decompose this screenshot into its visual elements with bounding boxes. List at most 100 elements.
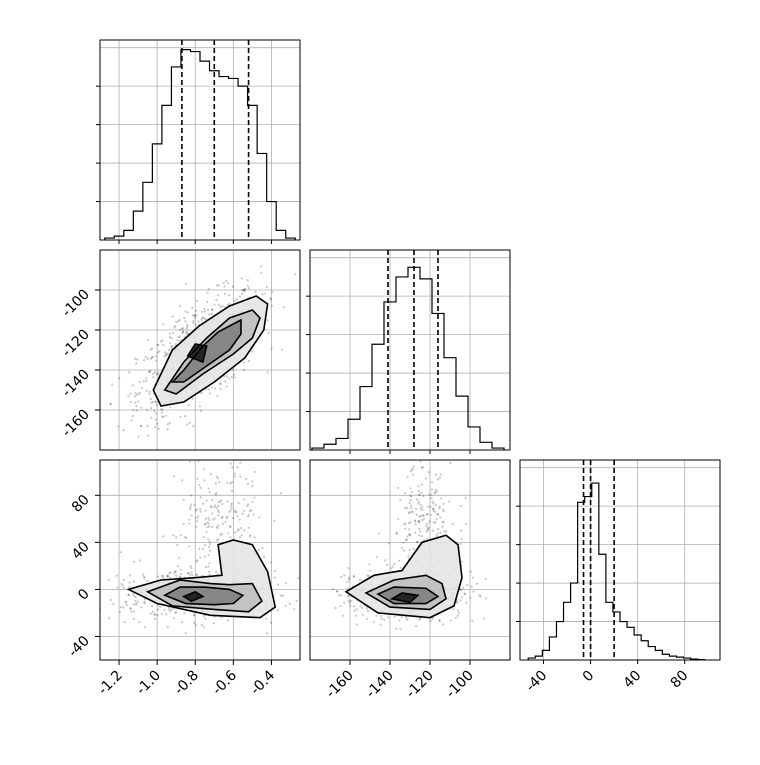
scatter-p3-vs-p2-point-752 (418, 618, 421, 621)
scatter-p3-vs-p2-point-264 (435, 488, 438, 492)
scatter-p3-vs-p2-point-648 (459, 529, 463, 532)
scatter-p3-vs-p2-point-879 (387, 542, 391, 545)
scatter-p2-vs-p1-point-122 (128, 371, 131, 374)
scatter-p2-vs-p1-point-480 (228, 377, 231, 380)
scatter-p3-vs-p2-point-874 (416, 540, 419, 543)
scatter-p3-vs-p2-point-570 (418, 521, 421, 524)
scatter-p3-vs-p2-point-422 (403, 453, 405, 455)
scatter-p2-vs-p1-point-659 (192, 425, 195, 428)
scatter-p3-vs-p1-point-58 (214, 504, 217, 507)
scatter-p2-vs-p1-point-240 (154, 400, 157, 403)
scatter-p3-vs-p2-point-372 (431, 500, 434, 503)
scatter-p3-vs-p2-point-826 (417, 520, 420, 523)
scatter-p3-vs-p1-point-583 (204, 509, 207, 512)
scatter-p3-vs-p2-point-326 (432, 509, 435, 513)
scatter-p3-vs-p1-ytick-label-2: 0 (75, 586, 93, 604)
scatter-p3-vs-p2-points (332, 453, 487, 631)
scatter-p3-vs-p2-point-476 (419, 507, 422, 510)
scatter-p2-vs-p1-point-204 (143, 359, 146, 362)
scatter-p3-vs-p2-point-334 (410, 504, 413, 507)
scatter-p2-vs-p1-point-448 (204, 317, 207, 321)
scatter-p3-vs-p1-point-437 (246, 482, 250, 485)
scatter-p2-vs-p1-point-857 (163, 351, 167, 354)
scatter-p3-vs-p1-point-346 (217, 514, 220, 517)
scatter-p3-vs-p1-point-117 (181, 444, 183, 446)
scatter-p3-vs-p1-point-593 (192, 614, 196, 617)
scatter-p3-vs-p2-point-110 (460, 589, 463, 592)
scatter-p3-vs-p1-point-14 (227, 619, 230, 622)
scatter-p3-vs-p1-point-791 (269, 561, 273, 564)
scatter-p3-vs-p1-point-554 (297, 577, 300, 580)
scatter-p3-vs-p1-point-567 (133, 560, 136, 563)
scatter-p3-vs-p1-point-770 (208, 491, 211, 494)
scatter-p2-vs-p1-point-77 (194, 323, 197, 327)
scatter-p3-vs-p2-point-445 (405, 535, 409, 538)
scatter-p3-vs-p2-point-249 (408, 533, 411, 536)
scatter-p3-vs-p2-point-458 (441, 520, 444, 523)
scatter-p3-vs-p1-point-501 (188, 545, 191, 548)
scatter-p2-vs-p1-point-603 (146, 357, 149, 360)
scatter-p2-vs-p1-point-67 (165, 354, 168, 357)
scatter-p3-vs-p1-point-200 (217, 510, 220, 514)
scatter-p3-vs-p1-point-449 (195, 520, 199, 523)
scatter-p3-vs-p1-point-587 (228, 452, 230, 454)
scatter-p3-vs-p2-point-743 (419, 460, 422, 463)
scatter-p3-vs-p1-point-315 (151, 610, 154, 613)
scatter-p3-vs-p1-point-382 (203, 555, 207, 558)
scatter-p3-vs-p1-point-682 (190, 566, 193, 570)
scatter-p3-vs-p1-point-887 (252, 513, 255, 516)
scatter-p2-vs-p1-point-802 (191, 314, 194, 317)
scatter-p2-vs-p1-point-218 (261, 293, 264, 296)
scatter-p2-vs-p1-point-61 (224, 305, 227, 308)
scatter-p2-vs-p1-point-101 (200, 317, 203, 320)
scatter-p3-vs-p2-point-562 (460, 538, 463, 541)
scatter-p3-vs-p2-point-242 (352, 574, 355, 578)
scatter-p2-vs-p1-point-306 (207, 388, 210, 391)
scatter-p3-vs-p1-point-686 (211, 498, 214, 501)
scatter-p2-vs-p1-point-42 (145, 389, 148, 392)
scatter-p3-vs-p1-point-473 (199, 556, 202, 559)
scatter-p3-vs-p1-point-385 (195, 508, 198, 511)
scatter-p3-vs-p2-point-678 (417, 502, 420, 505)
scatter-p2-vs-p1-point-423 (204, 388, 208, 391)
scatter-p3-vs-p2-point-439 (360, 606, 364, 610)
scatter-p2-vs-p1-point-96 (145, 380, 148, 383)
scatter-p2-vs-p1-point-807 (138, 391, 141, 394)
scatter-p3-vs-p2-point-523 (399, 566, 403, 569)
scatter-p3-vs-p2-point-794 (398, 619, 401, 622)
scatter-p3-vs-p1-point-42 (202, 502, 205, 505)
scatter-p3-vs-p1-point-192 (202, 536, 205, 539)
scatter-p2-vs-p1-point-597 (156, 351, 159, 354)
scatter-p3-vs-p2-point-229 (441, 508, 445, 511)
scatter-p3-vs-p1-point-788 (170, 608, 173, 611)
scatter-p2-vs-p1-point-721 (208, 392, 212, 395)
scatter-p3-vs-p1-point-519 (189, 494, 193, 497)
scatter-p3-vs-p2-point-297 (430, 481, 434, 484)
scatter-p3-vs-p2-point-401 (472, 590, 475, 593)
scatter-p2-vs-p1-point-158 (154, 401, 158, 404)
scatter-p3-vs-p2-point-304 (436, 490, 439, 493)
scatter-p2-vs-p1-point-309 (213, 387, 217, 390)
scatter-p2-vs-p1-point-716 (155, 355, 158, 358)
scatter-p3-vs-p1-point-82 (225, 516, 228, 520)
scatter-p2-vs-p1-point-379 (225, 375, 228, 378)
scatter-p2-vs-p1-point-669 (161, 415, 164, 418)
scatter-p3-vs-p1-point-401 (220, 516, 223, 520)
scatter-p2-vs-p1-point-43 (247, 287, 251, 290)
scatter-p3-vs-p1-point-362 (232, 517, 235, 520)
scatter-p2-vs-p1-point-648 (154, 418, 158, 421)
scatter-p3-vs-p1-point-561 (210, 506, 213, 509)
scatter-p2-vs-p1-point-289 (168, 422, 171, 425)
scatter-p2-vs-p1-point-244 (109, 402, 112, 405)
scatter-p3-vs-p1-point-209 (169, 610, 172, 613)
scatter-p2-vs-p1-point-387 (168, 335, 171, 339)
scatter-p2-vs-p1-point-194 (222, 281, 225, 285)
scatter-p3-vs-p1-ytick-label-3: -40 (65, 633, 92, 660)
scatter-p3-vs-p1-point-91 (116, 586, 119, 589)
scatter-p2-vs-p1-point-708 (122, 428, 125, 432)
scatter-p2-vs-p1-point-796 (265, 286, 268, 289)
scatter-p3-vs-p2-point-265 (375, 555, 379, 558)
scatter-p2-vs-p1-point-488 (140, 406, 143, 409)
scatter-p3-vs-p1-point-457 (180, 621, 184, 624)
